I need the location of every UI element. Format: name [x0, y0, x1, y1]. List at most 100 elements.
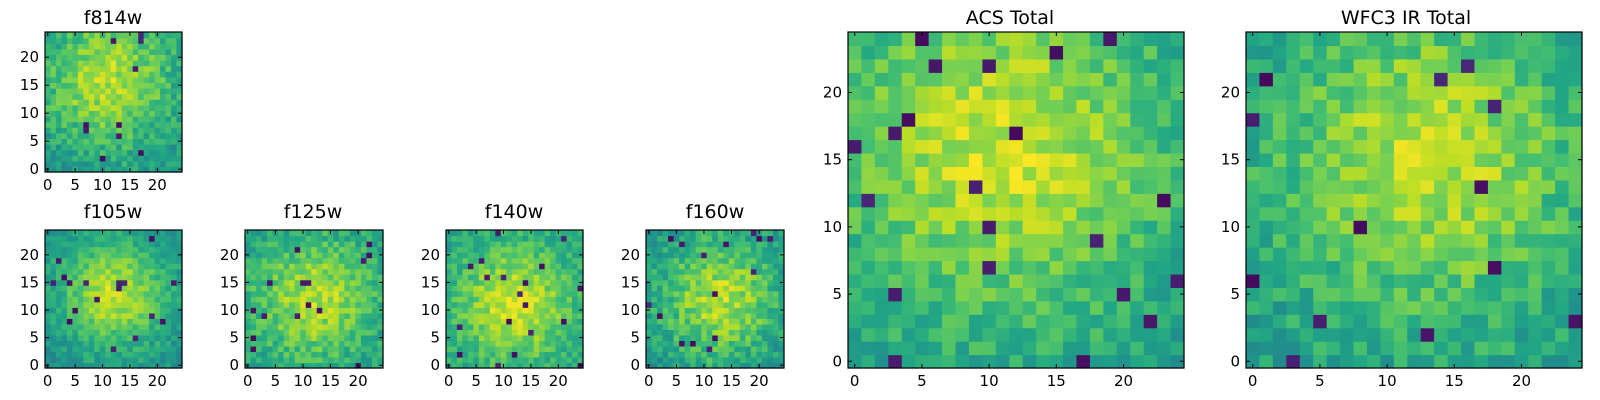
heatmap-cell: [316, 340, 323, 347]
heatmap-cell: [99, 241, 106, 248]
heatmap-cell: [1514, 314, 1529, 329]
heatmap-cell: [1022, 32, 1037, 47]
heatmap-cell: [1340, 72, 1355, 87]
heatmap-cell: [657, 345, 664, 353]
heatmap-cell: [1407, 99, 1422, 114]
heatmap-cell: [756, 274, 763, 281]
heatmap-cell: [533, 307, 540, 314]
heatmap-cell: [511, 318, 518, 325]
heatmap-cell: [61, 116, 68, 123]
heatmap-cell: [66, 307, 73, 314]
heatmap-cell: [289, 318, 296, 325]
y-tick-label: 0: [229, 356, 239, 374]
heatmap-cell: [338, 257, 345, 264]
heatmap-cell: [72, 356, 79, 364]
heatmap-cell: [154, 274, 161, 281]
heatmap-cell: [322, 301, 329, 308]
heatmap-cell: [745, 351, 752, 358]
heatmap-cell: [484, 301, 491, 308]
heatmap-cell: [723, 279, 730, 286]
heatmap-cell: [928, 233, 943, 248]
heatmap-cell: [99, 307, 106, 314]
heatmap-cell: [116, 110, 123, 117]
heatmap-cell: [848, 152, 863, 167]
heatmap-cell: [1514, 300, 1529, 315]
heatmap-cell: [874, 354, 889, 369]
y-tick-label: 0: [1230, 352, 1240, 370]
heatmap-cell: [72, 290, 79, 297]
heatmap-cell: [267, 252, 274, 259]
heatmap-cell: [1286, 166, 1301, 181]
heatmap-cell: [484, 230, 491, 237]
heatmap-cell: [995, 233, 1010, 248]
heatmap-cell: [739, 263, 746, 270]
heatmap-cell: [679, 340, 686, 347]
heatmap-cell: [66, 160, 73, 167]
heatmap-cell: [94, 301, 101, 308]
heatmap-cell: [756, 268, 763, 275]
heatmap-cell: [1313, 300, 1328, 315]
y-tick-label: 10: [220, 301, 239, 319]
heatmap-cell: [1036, 166, 1051, 181]
heatmap-cell: [451, 312, 458, 319]
heatmap-cell: [338, 274, 345, 281]
heatmap-cell: [61, 99, 68, 106]
heatmap-cell: [478, 246, 485, 253]
heatmap-cell: [484, 285, 491, 292]
heatmap-cell: [127, 263, 134, 270]
heatmap-cell: [344, 323, 351, 330]
heatmap-cell: [1036, 300, 1051, 315]
heatmap-cell: [462, 329, 469, 336]
heatmap-cell: [366, 285, 373, 292]
heatmap-cell: [1130, 179, 1145, 194]
heatmap-cell: [772, 279, 780, 286]
heatmap-cell: [874, 287, 889, 302]
heatmap-cell: [982, 206, 997, 221]
heatmap-cell: [349, 318, 356, 325]
heatmap-cell: [66, 230, 73, 237]
heatmap-cell: [338, 268, 345, 275]
heatmap-cell: [333, 257, 340, 264]
heatmap-cell: [344, 279, 351, 286]
heatmap-cell: [668, 268, 675, 275]
heatmap-cell: [544, 301, 551, 308]
heatmap-cell: [915, 260, 930, 275]
heatmap-cell: [1501, 139, 1516, 154]
heatmap-cell: [143, 160, 150, 167]
heatmap-cell: [1103, 233, 1118, 248]
heatmap-cell: [55, 37, 63, 44]
heatmap-cell: [1447, 300, 1462, 315]
heatmap-cell: [305, 334, 312, 341]
heatmap-cell: [116, 279, 123, 286]
heatmap-cell: [462, 334, 469, 341]
heatmap-cell: [533, 340, 540, 347]
heatmap-cell: [657, 263, 664, 270]
heatmap-cell: [701, 279, 708, 286]
heatmap-cell: [88, 263, 95, 270]
heatmap-cell: [874, 193, 889, 208]
heatmap-cell: [955, 99, 970, 114]
heatmap-cell: [1541, 247, 1556, 262]
heatmap-cell: [517, 345, 524, 353]
heatmap-cell: [761, 340, 769, 347]
heatmap-cell: [256, 235, 263, 242]
heatmap-cell: [778, 285, 785, 292]
heatmap-cell: [1259, 314, 1274, 329]
x-tick-label: 5: [471, 372, 481, 390]
heatmap-cell: [294, 307, 301, 314]
heatmap-cell: [1407, 112, 1422, 127]
heatmap-cell: [116, 312, 123, 319]
heatmap-cell: [1326, 300, 1341, 315]
heatmap-cell: [154, 285, 161, 292]
heatmap-cell: [767, 323, 774, 330]
heatmap-cell: [94, 323, 101, 330]
heatmap-cell: [355, 334, 362, 341]
heatmap-cell: [110, 71, 117, 78]
heatmap-cell: [127, 329, 134, 336]
heatmap-cell: [1313, 112, 1328, 127]
heatmap-cell: [127, 257, 134, 264]
heatmap-cell: [94, 312, 101, 319]
heatmap-cell: [1434, 99, 1449, 114]
heatmap-cell: [1353, 233, 1368, 248]
heatmap-cell: [484, 334, 491, 341]
